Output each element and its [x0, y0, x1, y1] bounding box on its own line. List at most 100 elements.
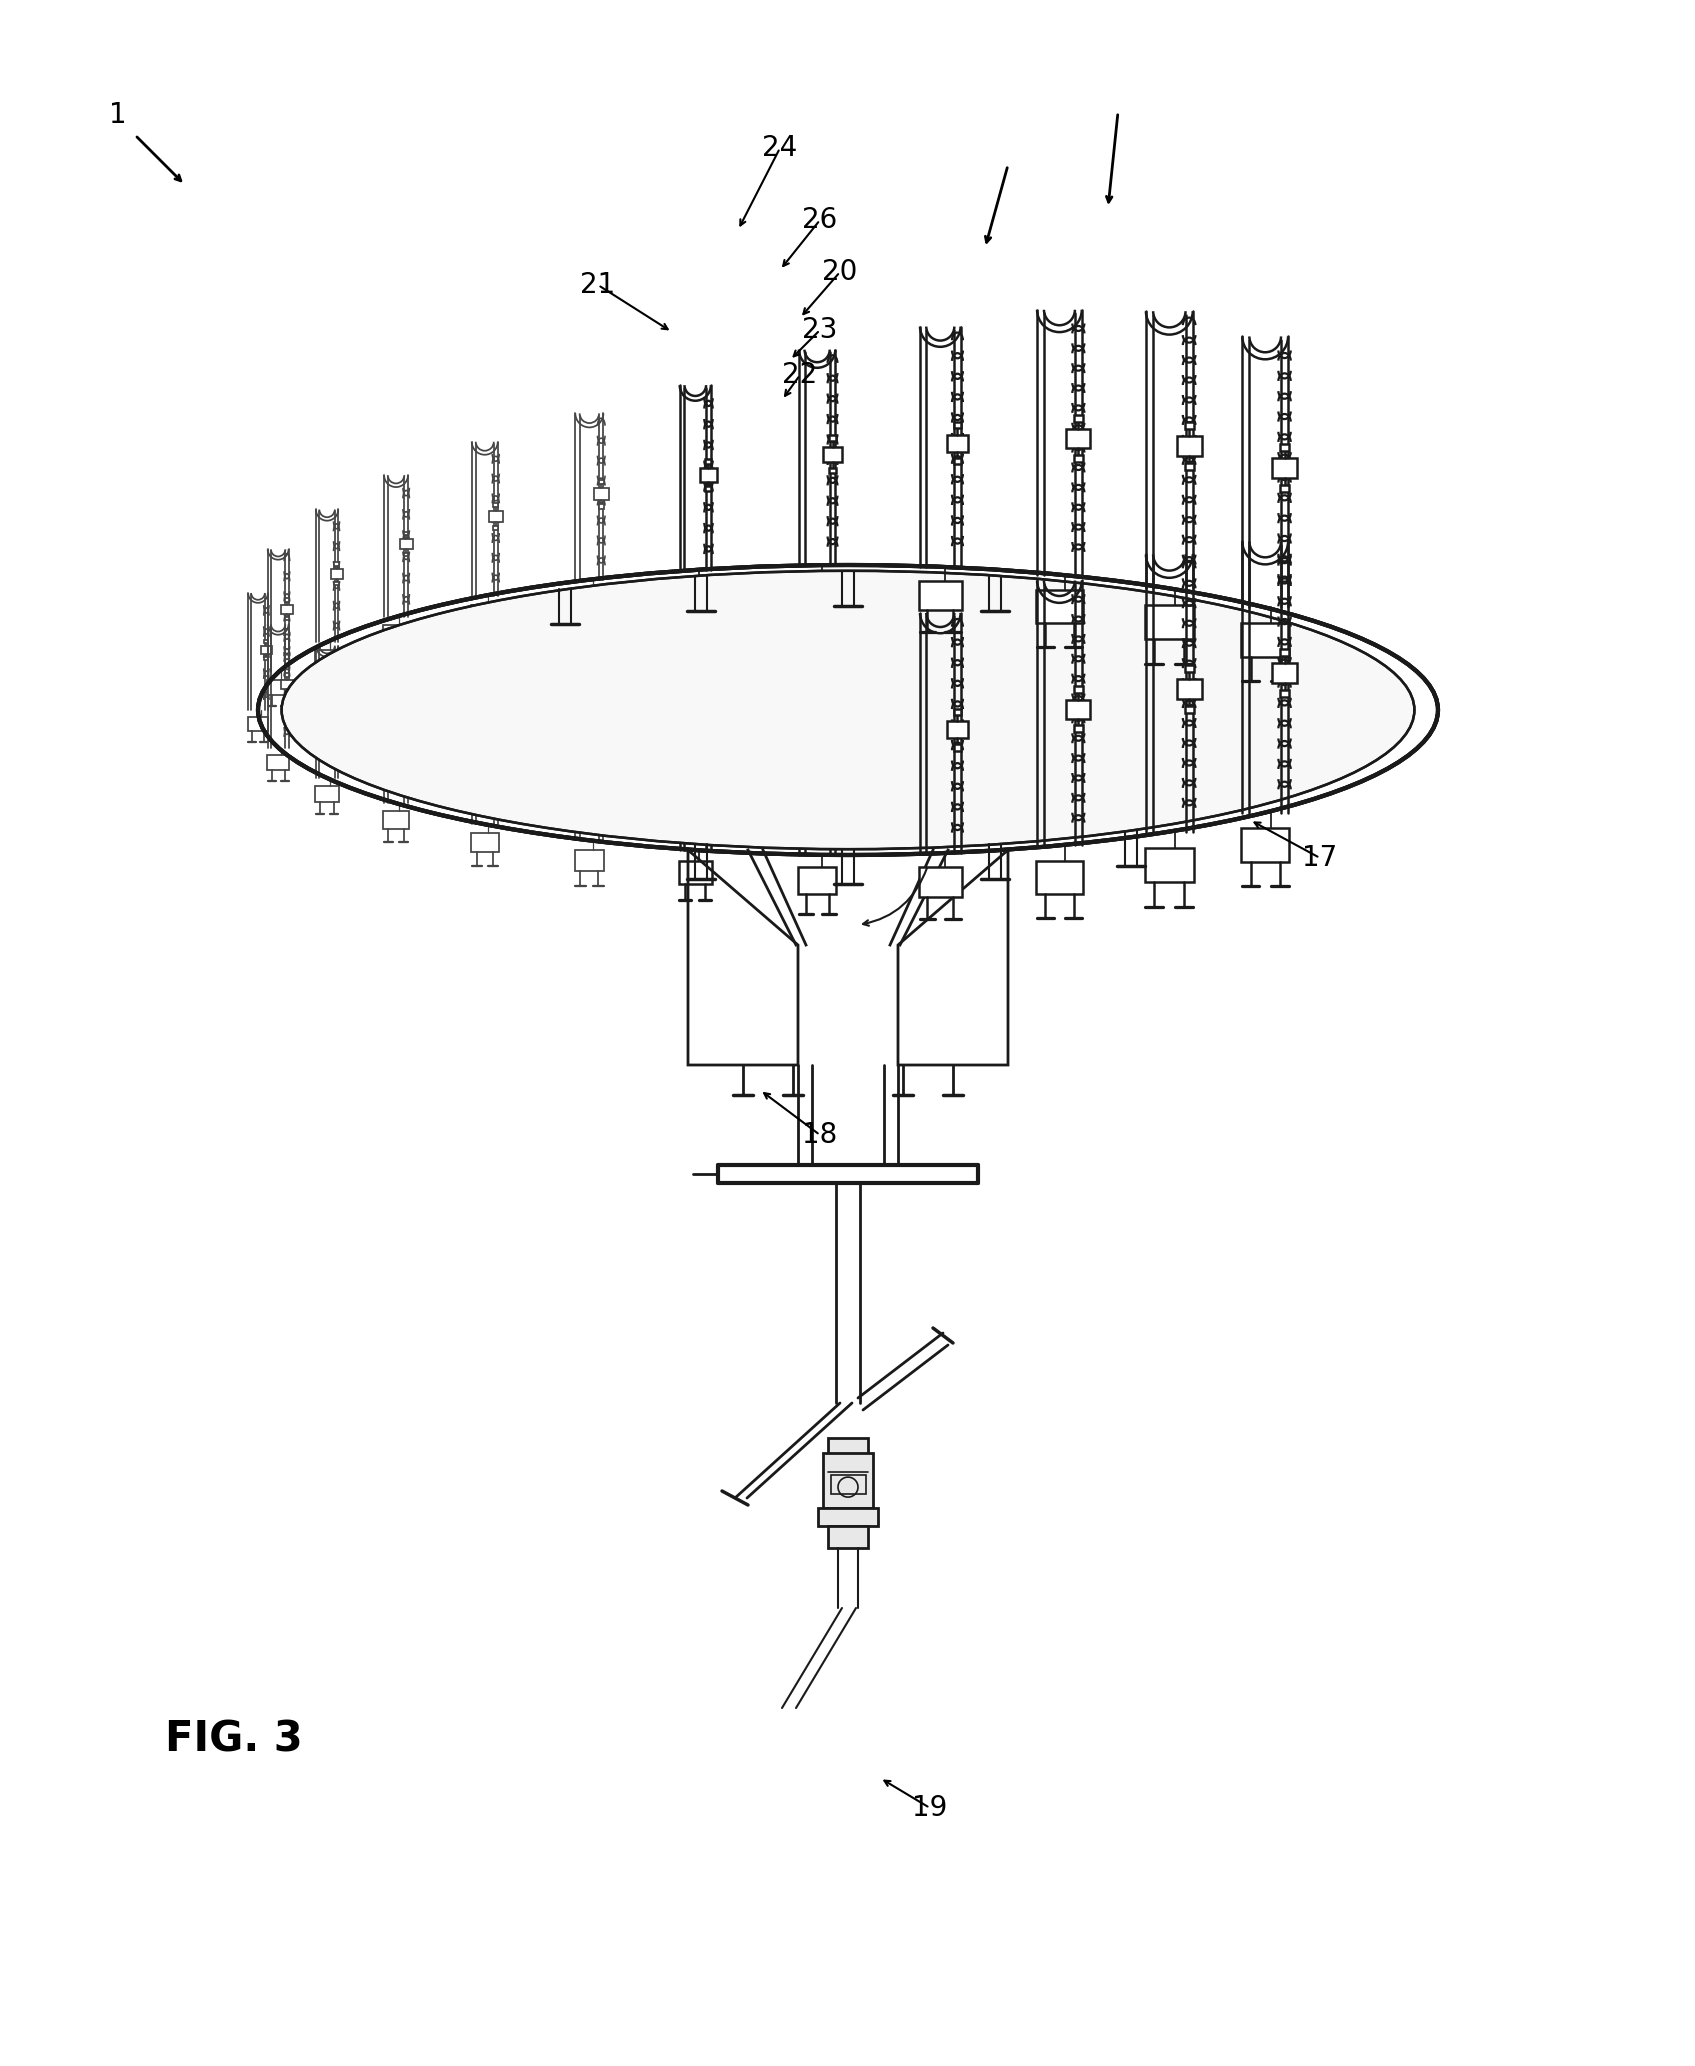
Bar	[705, 486, 712, 492]
Bar	[247, 717, 268, 731]
Bar	[1066, 430, 1090, 448]
Bar	[822, 446, 842, 463]
Bar	[598, 504, 603, 508]
Bar	[575, 849, 603, 870]
Bar	[331, 705, 342, 715]
Bar	[1185, 463, 1193, 471]
Bar	[678, 862, 712, 884]
Ellipse shape	[281, 570, 1414, 849]
Bar	[946, 434, 968, 452]
Bar	[827, 1438, 868, 1469]
Bar	[400, 539, 412, 550]
Bar	[822, 735, 842, 752]
Bar	[575, 589, 603, 609]
Bar	[1075, 686, 1083, 692]
Bar	[383, 626, 408, 643]
Bar	[1176, 436, 1202, 457]
Bar	[403, 740, 408, 744]
Text: 22: 22	[783, 362, 817, 388]
Text: 23: 23	[802, 316, 837, 345]
Bar	[827, 1527, 868, 1547]
Bar	[1273, 459, 1297, 477]
Bar	[1241, 624, 1290, 657]
Bar	[1144, 847, 1193, 882]
Bar	[705, 740, 712, 744]
Bar	[1185, 421, 1193, 430]
Bar	[1176, 680, 1202, 698]
Bar	[954, 744, 961, 750]
Bar	[403, 531, 408, 535]
Bar	[1036, 591, 1083, 622]
Bar	[1280, 486, 1288, 492]
Bar	[700, 469, 717, 481]
Bar	[831, 1475, 866, 1494]
Bar	[593, 488, 609, 500]
Bar	[268, 680, 290, 694]
Text: 1: 1	[108, 101, 127, 128]
Bar	[824, 1452, 873, 1508]
Bar	[383, 812, 408, 828]
Bar	[946, 721, 968, 738]
Text: 17: 17	[1302, 845, 1337, 872]
Bar	[471, 605, 498, 624]
Bar	[403, 554, 408, 556]
Bar	[1241, 828, 1290, 862]
Bar	[598, 740, 603, 744]
Bar	[488, 510, 503, 523]
Bar	[919, 868, 961, 897]
Bar	[285, 692, 288, 694]
Bar	[471, 833, 498, 853]
Text: 19: 19	[912, 1793, 948, 1822]
Bar	[1273, 663, 1297, 684]
Bar	[315, 649, 339, 665]
Bar	[264, 640, 268, 643]
Bar	[954, 709, 961, 715]
Bar	[1185, 665, 1193, 671]
Bar	[285, 618, 288, 620]
Bar	[331, 568, 342, 578]
Bar	[954, 421, 961, 428]
Bar	[798, 578, 836, 605]
Bar	[334, 562, 339, 566]
Bar	[829, 725, 836, 731]
Text: FIG. 3: FIG. 3	[164, 1719, 303, 1760]
Bar	[598, 764, 603, 769]
Bar	[1036, 862, 1083, 893]
Bar	[593, 748, 609, 760]
Bar	[1075, 455, 1083, 461]
Bar	[493, 754, 498, 758]
Bar	[819, 1508, 878, 1527]
Bar	[493, 502, 498, 506]
Bar	[261, 647, 271, 655]
Bar	[829, 758, 836, 762]
Bar	[285, 599, 288, 601]
Bar	[829, 436, 836, 440]
Bar	[403, 717, 408, 721]
Text: 21: 21	[580, 271, 615, 300]
Bar	[488, 740, 503, 750]
Bar	[1075, 415, 1083, 421]
Bar	[1280, 444, 1288, 450]
Bar	[1144, 605, 1193, 638]
Bar	[1280, 690, 1288, 696]
Bar	[281, 605, 293, 614]
Bar	[400, 725, 412, 735]
Bar	[315, 785, 339, 802]
Bar	[334, 719, 339, 721]
Bar	[334, 583, 339, 585]
Bar	[285, 674, 288, 676]
Bar	[1066, 700, 1090, 719]
Bar	[493, 731, 498, 735]
Bar	[700, 748, 717, 762]
Bar	[919, 581, 961, 609]
Text: 18: 18	[802, 1122, 837, 1149]
Text: 26: 26	[802, 207, 837, 233]
Bar	[954, 459, 961, 465]
Bar	[334, 698, 339, 702]
Bar	[1075, 725, 1083, 731]
Bar	[705, 459, 712, 463]
Bar	[264, 657, 268, 659]
Bar	[705, 766, 712, 771]
Bar	[1280, 649, 1288, 657]
Bar	[598, 479, 603, 483]
